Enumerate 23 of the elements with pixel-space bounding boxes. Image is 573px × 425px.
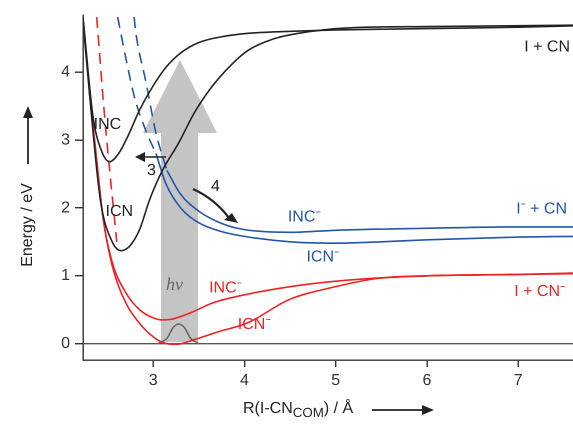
x-axis-title: R(I-CN$_{COM}$) / Å — [243, 400, 354, 420]
series-label: INC⁻ — [209, 279, 242, 296]
y-tick-label: 4 — [61, 63, 70, 80]
annotation: I + CN — [524, 38, 570, 56]
x-tick-label: 4 — [240, 372, 250, 390]
y-tick-label: 0 — [61, 335, 70, 352]
x-tick-label: 5 — [331, 372, 340, 390]
x-tick-label: 7 — [514, 372, 523, 390]
series-label: ICN — [106, 203, 134, 220]
y-tick-label: 3 — [61, 131, 70, 148]
annotation: hν — [166, 274, 183, 295]
x-tick-label: 6 — [422, 372, 432, 390]
series-label: ICN⁻ — [306, 248, 340, 266]
series-label: INC — [94, 116, 122, 134]
annotation: 3 — [147, 162, 156, 180]
y-tick-label: 2 — [61, 199, 70, 216]
y-axis-title: Energy / eV — [19, 183, 37, 267]
series-label: INC⁻ — [288, 208, 320, 226]
annotation: I⁻ + CN — [516, 200, 567, 218]
x-tick-label: 3 — [148, 372, 158, 390]
y-tick-label: 1 — [61, 267, 70, 284]
annotation: I + CN⁻ — [514, 283, 565, 300]
annotation: 4 — [211, 178, 220, 196]
